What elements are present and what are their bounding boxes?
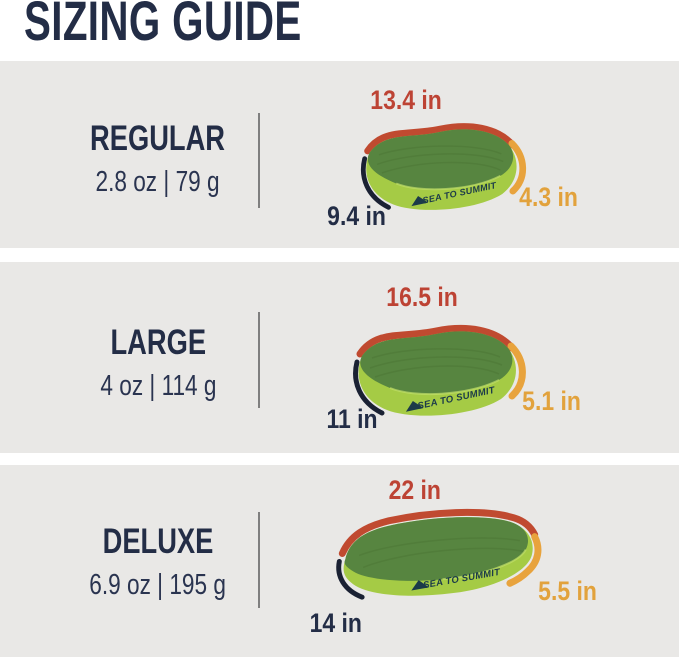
- size-info-deluxe: DELUXE 6.9 oz | 195 g: [42, 522, 274, 602]
- length-arc-navy: [361, 156, 391, 210]
- height-arc-orange: [508, 140, 527, 195]
- width-arc-red: [356, 324, 516, 358]
- logo-mountain-icon: [405, 401, 424, 412]
- size-name: DELUXE: [102, 522, 214, 561]
- size-weight: 2.8 oz | 79 g: [95, 166, 221, 198]
- width-dimension-label: 22 in: [388, 475, 442, 505]
- height-dimension-label: 5.1 in: [522, 386, 582, 416]
- size-row-large: [0, 262, 679, 453]
- size-row-regular: [0, 61, 679, 248]
- size-name: REGULAR: [90, 119, 226, 158]
- size-weight: 6.9 oz | 195 g: [89, 569, 227, 601]
- pillow-baffle-lines: [358, 537, 524, 569]
- length-arc-navy: [353, 359, 385, 416]
- pillow-top-panel: [360, 331, 513, 395]
- size-info-regular: REGULAR 2.8 oz | 79 g: [42, 119, 274, 199]
- length-dimension-label: 14 in: [309, 608, 363, 638]
- pillow-top-panel: [367, 129, 514, 190]
- pillow-rim-highlight: [389, 379, 500, 396]
- pillow-rim-highlight: [395, 174, 501, 191]
- width-arc-red: [338, 508, 539, 557]
- pillow-rim-highlight: [442, 548, 527, 581]
- length-dimension-label: 11 in: [326, 404, 378, 434]
- pillow-illustration-regular: SEA TO SUMMIT: [361, 123, 527, 210]
- pillow-baffle-lines: [376, 145, 504, 174]
- logo-mountain-icon: [411, 580, 429, 591]
- size-info-large: LARGE 4 oz | 114 g: [42, 323, 274, 403]
- height-arc-orange: [506, 533, 542, 587]
- length-arc-navy: [336, 558, 365, 600]
- size-weight: 4 oz | 114 g: [99, 370, 217, 402]
- length-dimension-label: 9.4 in: [327, 201, 387, 231]
- logo-mountain-icon: [411, 195, 429, 207]
- page-title: SIZING GUIDE: [24, 0, 302, 52]
- height-dimension-label: 5.5 in: [538, 576, 598, 606]
- pillow-baffle-lines: [369, 348, 503, 378]
- size-name: LARGE: [110, 323, 206, 362]
- width-dimension-label: 16.5 in: [386, 282, 458, 312]
- divider-line: [258, 312, 260, 408]
- height-dimension-label: 4.3 in: [519, 182, 579, 212]
- pillow-illustration-large: SEA TO SUMMIT: [353, 324, 526, 416]
- width-dimension-label: 13.4 in: [370, 85, 442, 115]
- divider-line: [258, 113, 260, 208]
- height-arc-orange: [507, 342, 526, 400]
- width-arc-red: [364, 123, 517, 155]
- pillow-illustration-deluxe: SEA TO SUMMIT: [336, 508, 542, 600]
- pillow-top-panel: [344, 517, 529, 581]
- divider-line: [258, 512, 260, 608]
